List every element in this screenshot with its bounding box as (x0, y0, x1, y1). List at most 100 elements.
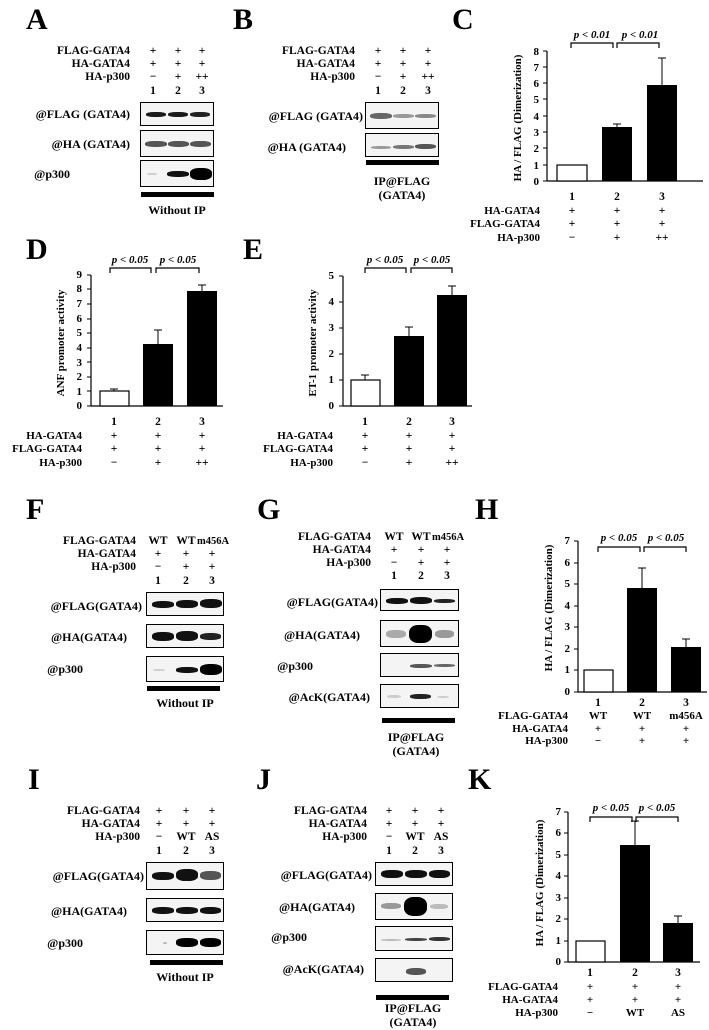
svg-text:3: 3 (199, 416, 205, 428)
western-blot (380, 653, 459, 677)
svg-text:6: 6 (534, 78, 540, 90)
blot-label: @p300 (34, 167, 70, 181)
condition-value: + (374, 58, 382, 70)
condition-label: HA-GATA4 (71, 58, 130, 70)
caption-line: IP@FLAG (384, 1001, 442, 1015)
svg-text:3: 3 (675, 967, 681, 979)
svg-text:WT: WT (589, 710, 608, 722)
condition-value: + (385, 818, 393, 830)
condition-value: + (417, 557, 425, 569)
caption-line: (GATA4) (389, 1015, 437, 1029)
svg-text:+: + (569, 205, 576, 217)
lane-number: 3 (199, 85, 205, 97)
condition-label: FLAG-GATA4 (56, 45, 130, 57)
bar (99, 390, 130, 407)
svg-text:1: 1 (534, 160, 540, 172)
condition-value: WT (176, 831, 196, 843)
condition-value: + (399, 45, 407, 57)
svg-text:+: + (449, 443, 456, 455)
sample-bar (366, 160, 439, 165)
y-axis-label: ET-1 promoter activity (307, 289, 319, 397)
lane-number: 1 (375, 85, 381, 97)
blot-label: @FLAG (GATA4) (35, 107, 130, 121)
p-value: p < 0.05 (159, 254, 197, 266)
svg-text:+: + (587, 981, 593, 993)
condition-label: HA-GATA4 (502, 994, 558, 1006)
svg-text:+: + (675, 981, 681, 993)
p-value: p < 0.05 (413, 254, 451, 266)
svg-text:++: ++ (445, 457, 458, 469)
condition-label: FLAG-GATA4 (263, 443, 333, 455)
blot-caption: IP@FLAG (GATA4) (360, 174, 444, 202)
condition-value: − (149, 71, 157, 83)
western-blot (380, 589, 459, 611)
svg-text:+: + (675, 994, 681, 1006)
condition-label: FLAG-GATA4 (66, 805, 140, 817)
bar-chart-c: HA / FLAG (Dimerization) 0 1 2 3 4 5 6 7 8 p < 0… (470, 29, 703, 244)
caption-line: IP@FLAG (387, 730, 445, 744)
condition-label: HA-p300 (290, 457, 333, 469)
y-axis-label: ANF promoter activity (55, 289, 67, 396)
blot-label: @FLAG(GATA4) (280, 868, 372, 882)
condition-value: + (390, 544, 398, 556)
bar (143, 344, 173, 406)
condition-value: + (208, 561, 216, 573)
blot-label: @FLAG(GATA4) (286, 595, 378, 609)
svg-text:AS: AS (671, 1007, 685, 1019)
bar (602, 127, 632, 181)
condition-value: + (411, 805, 419, 817)
sample-bar (141, 192, 214, 197)
condition-value: − (390, 557, 398, 569)
blot-caption: Without IP (156, 970, 214, 984)
condition-label: FLAG-GATA4 (62, 535, 136, 547)
svg-text:7: 7 (77, 298, 83, 310)
condition-value: + (182, 805, 190, 817)
svg-text:2: 2 (534, 143, 540, 155)
svg-text:+: + (155, 443, 162, 455)
svg-text:2: 2 (556, 913, 562, 925)
svg-text:+: + (111, 443, 118, 455)
condition-value: + (198, 45, 206, 57)
lane-number: 3 (425, 85, 431, 97)
svg-text:5: 5 (534, 94, 540, 106)
svg-text:+: + (199, 443, 206, 455)
condition-value: + (155, 805, 163, 817)
western-blot (146, 898, 224, 922)
svg-text:+: + (614, 218, 621, 230)
svg-text:+: + (362, 430, 369, 442)
condition-label: HA-p300 (95, 831, 140, 843)
panel-g: G FLAG-GATA4 WT WT m456A HA-GATA4 + + + … (240, 490, 464, 759)
condition-label: HA-p300 (91, 561, 136, 573)
condition-value: + (149, 58, 157, 70)
western-blot (375, 926, 453, 951)
condition-value: WT (411, 531, 431, 543)
svg-text:+: + (614, 232, 621, 244)
condition-value: + (154, 548, 162, 560)
caption-line: IP@FLAG (373, 174, 431, 188)
blot-caption: IP@FLAG (GATA4) (371, 1001, 455, 1029)
svg-text:+: + (111, 430, 118, 442)
condition-label: HA-p300 (497, 232, 540, 244)
condition-value: + (424, 58, 432, 70)
svg-text:+: + (639, 723, 645, 735)
condition-value: WT (148, 535, 168, 547)
svg-text:+: + (632, 994, 638, 1006)
panel-letter: H (475, 493, 499, 526)
p-value: p < 0.05 (638, 802, 676, 814)
svg-text:+: + (406, 430, 413, 442)
blot-label: @p300 (277, 659, 313, 673)
bar-chart-h: HA / FLAG (Dimerization) 0 1 2 3 4 5 6 7 p < 0.… (498, 532, 707, 735)
condition-value: − (155, 831, 163, 843)
condition-value: ++ (421, 71, 435, 83)
blot-label: @p300 (271, 930, 307, 944)
western-blot (140, 102, 214, 126)
bar (583, 669, 614, 693)
western-blot (146, 592, 224, 616)
panel-e: E ET-1 promoter activity 0 1 2 3 4 5 p < 0.05… (240, 230, 480, 490)
p-value: p < 0.01 (621, 29, 659, 41)
condition-value: + (443, 557, 451, 569)
svg-text:+: + (595, 723, 601, 735)
p-value: p < 0.01 (573, 29, 611, 41)
svg-text:4: 4 (565, 600, 571, 612)
svg-text:−: − (587, 1007, 593, 1019)
